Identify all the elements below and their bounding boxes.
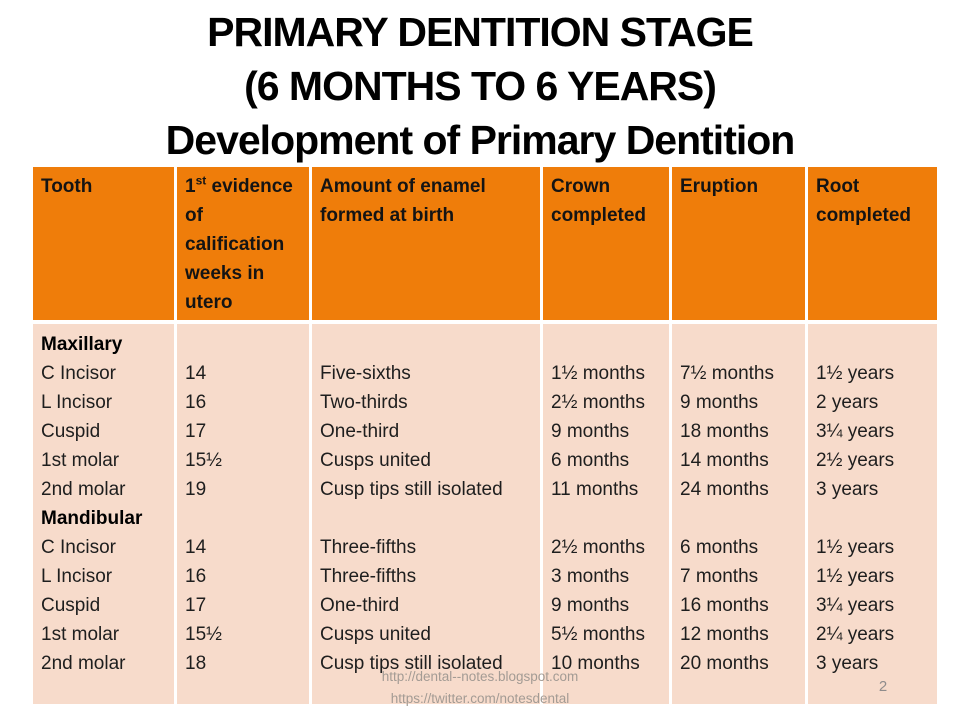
cell-value-crown: 9 months (551, 421, 630, 442)
group-spacer (680, 330, 797, 359)
cell-value-calcification: 19 (185, 479, 207, 500)
calcification-header-number: 1 (185, 176, 196, 197)
cell-value-enamel: Five-sixths (320, 363, 411, 384)
title-line-2: (6 MONTHS TO 6 YEARS) (244, 63, 717, 109)
cell-value-tooth: Cuspid (41, 595, 101, 616)
body-cell-crown: 1½ months 2½ months 9 months 6 months 11 mon… (543, 324, 669, 704)
cell-value-enamel: Three-fifths (320, 537, 417, 558)
group-label: Mandibular (41, 508, 143, 529)
cell-value-root: 1½ years (816, 537, 895, 558)
cell-value-tooth: L Incisor (41, 566, 113, 587)
column-header-tooth: Tooth (33, 167, 174, 320)
cell-value-eruption: 20 months (680, 653, 769, 674)
cell-value-root: 3¼ years (816, 595, 895, 616)
cell-value-calcification: 18 (185, 653, 207, 674)
cell-value-tooth: 2nd molar (41, 479, 126, 500)
cell-value-enamel: Cusp tips still isolated (320, 479, 503, 500)
cell-value-eruption: 24 months (680, 479, 769, 500)
title-line-1: PRIMARY DENTITION STAGE (207, 9, 754, 55)
body-cell-calcification: 14 16 17 15½ 19 14 16 17 15½ 18 (177, 324, 309, 704)
cell-value-root: 2 years (816, 392, 879, 413)
cell-value-enamel: Cusps united (320, 450, 431, 471)
cell-value-tooth: 1st molar (41, 624, 120, 645)
cell-value-eruption: 7½ months (680, 363, 774, 384)
cell-value-calcification: 16 (185, 392, 207, 413)
column-header-enamel: Amount of enamel formed at birth (312, 167, 540, 320)
twitter-url: https://twitter.com/notesdental (390, 691, 570, 706)
group-spacer (185, 504, 301, 533)
column-header-crown: Crown completed (543, 167, 669, 320)
calcification-header-text: evidence of calification weeks in utero (185, 176, 293, 313)
cell-value-root: 3 years (816, 653, 879, 674)
cell-value-root: 1½ years (816, 363, 895, 384)
group-spacer (185, 330, 301, 359)
group-spacer (816, 504, 929, 533)
column-header-calcification: 1st evidence of calification weeks in ut… (177, 167, 309, 320)
cell-value-root: 1½ years (816, 566, 895, 587)
cell-value-eruption: 18 months (680, 421, 769, 442)
cell-value-eruption: 16 months (680, 595, 769, 616)
cell-value-enamel: One-third (320, 421, 400, 442)
cell-value-crown: 3 months (551, 566, 630, 587)
cell-value-calcification: 15½ (185, 450, 222, 471)
cell-value-crown: 1½ months (551, 363, 645, 384)
cell-value-enamel: Two-thirds (320, 392, 408, 413)
cell-value-calcification: 17 (185, 421, 207, 442)
group-spacer (320, 504, 532, 533)
cell-value-root: 3¼ years (816, 421, 895, 442)
group-spacer (680, 504, 797, 533)
cell-value-root: 2¼ years (816, 624, 895, 645)
cell-value-root: 3 years (816, 479, 879, 500)
cell-value-calcification: 14 (185, 363, 207, 384)
cell-value-crown: 11 months (551, 479, 639, 500)
group-spacer (816, 330, 929, 359)
body-cell-tooth: Maxillary C Incisor L Incisor Cuspid 1st mol… (33, 324, 174, 704)
cell-value-root: 2½ years (816, 450, 895, 471)
cell-value-calcification: 14 (185, 537, 207, 558)
dentition-table: Tooth 1st evidence of calification weeks… (33, 167, 937, 704)
cell-value-enamel: One-third (320, 595, 400, 616)
cell-value-tooth: Cuspid (41, 421, 101, 442)
cell-value-crown: 9 months (551, 595, 630, 616)
cell-value-enamel: Cusps united (320, 624, 431, 645)
footer-links: http://dental--notes.blogspot.com https:… (0, 666, 960, 710)
group-spacer (551, 504, 661, 533)
cell-value-crown: 6 months (551, 450, 630, 471)
group-spacer (320, 330, 532, 359)
slide-title: PRIMARY DENTITION STAGE (6 MONTHS TO 6 Y… (0, 5, 960, 167)
cell-value-crown: 2½ months (551, 537, 645, 558)
body-cell-root: 1½ years 2 years 3¼ years 2½ years 3 years 1½… (808, 324, 937, 704)
column-header-root: Root completed (808, 167, 937, 320)
cell-value-tooth: C Incisor (41, 537, 116, 558)
cell-value-tooth: 1st molar (41, 450, 120, 471)
cell-value-crown: 2½ months (551, 392, 645, 413)
cell-value-enamel: Three-fifths (320, 566, 417, 587)
cell-value-eruption: 7 months (680, 566, 759, 587)
cell-value-calcification: 17 (185, 595, 207, 616)
cell-value-eruption: 9 months (680, 392, 759, 413)
cell-value-enamel: Cusp tips still isolated (320, 653, 503, 674)
cell-value-tooth: C Incisor (41, 363, 116, 384)
cell-value-eruption: 14 months (680, 450, 769, 471)
calcification-header-ordinal-suffix: st (195, 173, 207, 188)
cell-value-eruption: 12 months (680, 624, 769, 645)
group-label: Maxillary (41, 334, 123, 355)
cell-value-tooth: L Incisor (41, 392, 113, 413)
page-number: 2 (878, 678, 888, 695)
body-cell-eruption: 7½ months 9 months 18 months 14 months 24 mo… (672, 324, 805, 704)
cell-value-crown: 10 months (551, 653, 640, 674)
blog-url: http://dental--notes.blogspot.com (381, 669, 579, 684)
group-spacer (551, 330, 661, 359)
cell-value-calcification: 16 (185, 566, 207, 587)
title-line-3: Development of Primary Dentition (165, 117, 796, 163)
column-header-eruption: Eruption (672, 167, 805, 320)
cell-value-eruption: 6 months (680, 537, 759, 558)
cell-value-calcification: 15½ (185, 624, 222, 645)
cell-value-crown: 5½ months (551, 624, 645, 645)
cell-value-tooth: 2nd molar (41, 653, 126, 674)
body-cell-enamel: Five-sixths Two-thirds One-third Cusps unit… (312, 324, 540, 704)
